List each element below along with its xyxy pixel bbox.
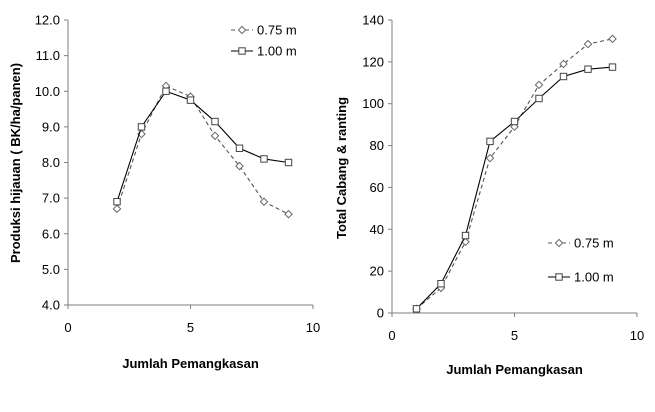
data-point — [559, 72, 568, 81]
y-tick-label: 4.0 — [42, 298, 60, 313]
legend-label: 1.00 m — [574, 270, 614, 285]
data-point — [412, 305, 421, 313]
data-point — [259, 197, 269, 206]
data-point — [186, 96, 195, 104]
y-tick-label: 12.0 — [35, 13, 60, 28]
series-dashed — [112, 81, 293, 219]
series-solid — [412, 63, 617, 313]
data-point — [584, 65, 592, 73]
data-point — [437, 280, 445, 288]
legend-label: 0.75 m — [574, 236, 614, 251]
data-point — [534, 80, 544, 90]
chart-right: 0 20 40 60 80 100 120 140 0 5 10 Jumlah Pemangkasan… — [334, 13, 644, 378]
y-tick-label: 140 — [362, 13, 384, 28]
data-point — [284, 209, 293, 219]
legend-label: 1.00 m — [257, 44, 297, 59]
data-point — [211, 117, 219, 126]
series-line — [116, 90, 289, 202]
data-point — [112, 204, 122, 214]
y-axis-label: Total Cabang & ranting — [334, 97, 349, 239]
data-point — [162, 87, 170, 95]
chart-left: 4.0 5.0 6.0 7.0 8.0 9.0 10.0 11.0 12.0 0 5 10 Jumlah… — [8, 13, 320, 372]
data-point — [583, 39, 593, 49]
y-tick-label: 6.0 — [42, 226, 60, 241]
x-tick-label: 0 — [64, 320, 71, 335]
y-tick-label: 11.0 — [36, 48, 60, 63]
y-tick-label: 80 — [370, 138, 384, 153]
data-point — [486, 137, 494, 146]
legend-swatch-marker — [555, 273, 563, 281]
legend-swatch-marker — [237, 25, 247, 35]
legend-entry: 1.00 m — [231, 44, 297, 59]
data-point — [284, 158, 293, 167]
legend-label: 0.75 m — [257, 23, 297, 38]
x-tick-label: 5 — [511, 328, 518, 343]
y-tick-label: 9.0 — [42, 119, 60, 134]
data-point — [608, 34, 617, 44]
series-line — [416, 38, 613, 310]
y-tick-label: 5.0 — [42, 262, 60, 277]
legend-entry: 0.75 m — [231, 23, 297, 38]
y-tick-label: 0 — [377, 306, 384, 321]
y-tick-label: 100 — [362, 96, 384, 111]
y-tick-label: 120 — [362, 54, 384, 69]
data-point — [535, 94, 543, 103]
y-tick-label: 60 — [370, 180, 384, 195]
data-point — [235, 161, 244, 171]
data-point — [608, 63, 617, 71]
y-tick-label: 8.0 — [42, 155, 60, 170]
legend-swatch-marker — [238, 47, 246, 55]
legend-entry: 0.75 m — [548, 236, 614, 251]
data-point — [510, 117, 519, 126]
series-line — [116, 85, 289, 215]
x-tick-label: 10 — [306, 320, 320, 335]
data-point — [485, 153, 495, 163]
x-tick-label: 10 — [630, 328, 644, 343]
data-point — [137, 123, 146, 131]
y-tick-label: 10.0 — [35, 84, 60, 99]
series-solid — [113, 87, 293, 206]
legend-swatch-marker — [554, 238, 564, 248]
y-tick-label: 40 — [370, 222, 384, 237]
data-point — [210, 131, 220, 141]
data-point — [113, 197, 121, 206]
legend-entry: 1.00 m — [548, 270, 614, 285]
data-point — [461, 231, 470, 240]
x-axis-label: Jumlah Pemangkasan — [446, 362, 583, 377]
y-tick-label: 7.0 — [42, 191, 60, 206]
data-point — [235, 144, 244, 152]
x-tick-label: 0 — [388, 328, 395, 343]
x-tick-label: 5 — [187, 320, 194, 335]
x-axis-label: Jumlah Pemangkasan — [122, 356, 259, 371]
data-point — [559, 59, 568, 69]
y-tick-label: 20 — [370, 264, 384, 279]
y-axis-label: Produksi hijauan ( BK/ha/panen) — [8, 63, 23, 263]
data-point — [260, 155, 268, 163]
